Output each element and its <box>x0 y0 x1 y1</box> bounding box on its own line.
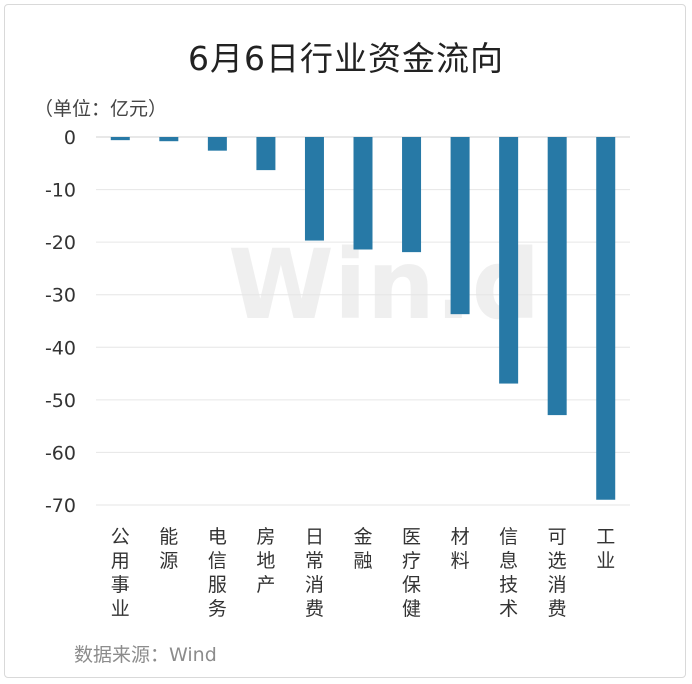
bar-10 <box>596 137 616 500</box>
y-tick-label: -20 <box>45 232 76 254</box>
watermark-text: Win.d <box>228 229 540 341</box>
y-tick-label: -50 <box>45 390 76 412</box>
chart-title: 6月6日行业资金流向 <box>188 39 504 78</box>
bar-0 <box>110 137 130 141</box>
y-tick-label: -10 <box>45 180 76 202</box>
y-tick-label: -60 <box>45 442 76 464</box>
y-tick-label: -70 <box>45 495 76 517</box>
y-tick-label: -30 <box>45 285 76 307</box>
x-category-label: 工业 <box>596 526 615 572</box>
y-tick-label: 0 <box>64 127 76 149</box>
x-category-label: 金融 <box>353 526 372 572</box>
y-tick-label: -40 <box>45 337 76 359</box>
y-axis-ticks: 0 -10 -20 -30 -40 -50 -60 -70 <box>45 127 76 517</box>
chart-card <box>4 4 686 678</box>
x-category-label: 可选消费 <box>548 526 567 620</box>
gridlines <box>96 136 630 506</box>
bar-4 <box>304 137 324 241</box>
x-category-label: 材料 <box>451 526 470 572</box>
x-category-label: 公用事业 <box>111 526 130 620</box>
bar-5 <box>353 137 373 250</box>
bar-8 <box>499 137 519 384</box>
bar-6 <box>402 137 422 253</box>
x-category-label: 信息技术 <box>499 526 518 620</box>
bar-9 <box>547 137 567 416</box>
bar-1 <box>159 137 179 142</box>
unit-label: （单位：亿元） <box>34 98 168 120</box>
bars <box>110 137 616 500</box>
x-category-label: 医疗保健 <box>402 526 421 620</box>
x-axis-categories: 公用事业 能源 电信服务 房地产 日常消费 金融 医疗保健 材料 信息技术 可选消费 工业 <box>111 526 615 620</box>
bar-2 <box>207 137 227 151</box>
x-category-label: 日常消费 <box>305 526 324 620</box>
source-label: 数据来源：Wind <box>74 644 217 666</box>
bar-3 <box>256 137 276 171</box>
x-category-label: 电信服务 <box>208 526 227 620</box>
bar-7 <box>450 137 470 315</box>
x-category-label: 房地产 <box>256 526 275 596</box>
x-category-label: 能源 <box>159 526 178 572</box>
